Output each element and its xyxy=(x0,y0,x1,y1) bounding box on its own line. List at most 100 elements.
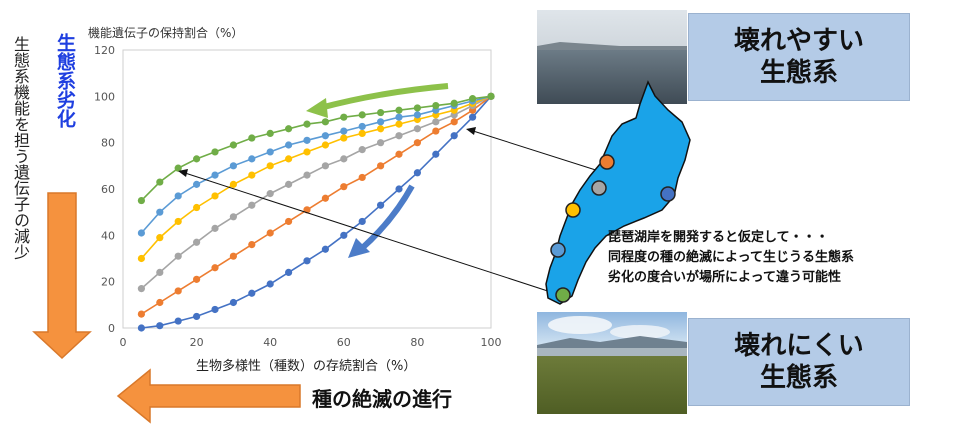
series-6-point xyxy=(340,113,348,121)
series-1-point xyxy=(229,298,237,307)
lake-site-dot xyxy=(550,242,566,258)
series-1-point xyxy=(248,289,256,297)
series-6-point xyxy=(174,164,182,172)
series-5-point xyxy=(266,148,274,156)
green-trend-arrowhead xyxy=(306,98,328,118)
series-5-point xyxy=(285,141,293,149)
series-3-point xyxy=(395,132,403,140)
connector-resilient xyxy=(181,171,561,296)
resilient-line-2: 生態系 xyxy=(759,363,838,393)
y-tick-label: 120 xyxy=(94,44,115,57)
series-5-point xyxy=(211,171,219,179)
series-5-point xyxy=(193,180,201,188)
lake-site-dot xyxy=(599,154,615,170)
gene-decrease-label: 生態系機能を担う遺伝子の減少 xyxy=(11,36,30,260)
series-1-point xyxy=(174,317,182,325)
series-4-point xyxy=(156,234,164,242)
y-tick-label: 40 xyxy=(101,229,115,242)
series-3-point xyxy=(266,190,274,198)
fragile-line-1: 壊れやすい xyxy=(733,26,864,56)
series-1-point xyxy=(285,268,293,276)
series-2-point xyxy=(211,264,219,272)
series-2-point xyxy=(321,194,329,202)
x-tick-label: 60 xyxy=(337,336,351,349)
series-1-point xyxy=(303,257,311,265)
series-5-point xyxy=(248,155,256,163)
chart-title: 機能遺伝子の保持割合（%） xyxy=(88,26,244,40)
ecosystem-degradation-label: 生態系劣化 xyxy=(54,33,76,128)
series-4-point xyxy=(377,125,385,133)
series-1-point xyxy=(358,217,366,226)
series-3-point xyxy=(321,162,329,170)
y-tick-label: 60 xyxy=(101,183,115,196)
series-2-point xyxy=(137,310,145,318)
series-6-point xyxy=(432,102,440,110)
x-tick-label: 20 xyxy=(190,336,204,349)
series-5-point xyxy=(395,113,403,121)
resilient-lake-photo xyxy=(537,312,687,414)
series-3-point xyxy=(229,213,237,221)
blue-trend-arrow xyxy=(358,184,415,253)
series-6-point xyxy=(487,92,495,100)
series-1-point xyxy=(413,169,421,177)
series-2-point xyxy=(395,150,403,158)
note-line-1: 琵琶湖岸を開発すると仮定して・・・ xyxy=(608,230,829,245)
note-line-3: 劣化の度合いが場所によって違う可能性 xyxy=(608,270,841,285)
series-6-point xyxy=(450,99,458,107)
left-orange-arrow xyxy=(116,368,301,424)
series-5-point xyxy=(137,229,145,237)
series-2-point xyxy=(377,162,385,170)
note-line-2: 同程度の種の絶滅によって生じうる生態系 xyxy=(608,250,854,265)
series-2-point xyxy=(229,252,237,260)
series-6-point xyxy=(395,106,403,114)
series-6-point xyxy=(413,104,421,112)
y-tick-label: 0 xyxy=(108,322,115,335)
green-trend-arrow xyxy=(319,83,449,111)
series-4-point xyxy=(321,141,329,149)
series-5-point xyxy=(303,136,311,144)
series-6-point xyxy=(285,125,293,133)
series-5-point xyxy=(413,111,421,119)
series-4-point xyxy=(229,180,237,188)
series-2-point xyxy=(248,241,256,249)
extinction-progress-label: 種の絶滅の進行 xyxy=(312,387,452,411)
plot-area xyxy=(122,49,492,329)
series-5-point xyxy=(340,127,348,135)
series-1-point xyxy=(137,324,145,332)
series-6-point xyxy=(248,134,256,142)
series-6-point xyxy=(469,95,477,103)
resilient-line-1: 壊れにくい xyxy=(734,331,864,361)
x-axis-label: 生物多様性（種数）の存続割合（%） xyxy=(196,359,417,374)
y-tick-label: 80 xyxy=(101,137,115,150)
series-5-point xyxy=(156,208,164,216)
series-4-point xyxy=(248,171,256,179)
series-4-point xyxy=(285,155,293,163)
series-1-point xyxy=(266,280,274,288)
lake-biwa-shape xyxy=(545,80,691,305)
series-2-point xyxy=(156,298,164,307)
series-6-point xyxy=(156,178,164,186)
series-1-point xyxy=(321,245,329,253)
down-orange-arrow xyxy=(32,192,92,360)
series-2-point xyxy=(174,287,182,295)
series-6-point xyxy=(377,108,385,117)
series-1-point xyxy=(156,322,164,330)
series-3-point xyxy=(303,171,311,179)
series-1-point xyxy=(432,150,440,158)
series-6-point xyxy=(321,118,329,126)
blue-trend-arrowhead xyxy=(348,238,370,258)
resilient-ecosystem-box: 壊れにくい 生態系 xyxy=(688,318,910,406)
series-4-point xyxy=(266,162,274,170)
series-2-point xyxy=(266,229,274,237)
series-1-point xyxy=(469,113,477,121)
series-5-point xyxy=(321,132,329,140)
series-3-point xyxy=(413,125,421,133)
connector-fragile-head xyxy=(466,127,476,135)
series-4-point xyxy=(340,134,348,142)
series-5-point xyxy=(358,122,366,131)
series-1-point xyxy=(211,305,219,314)
series-1-point xyxy=(395,185,403,193)
